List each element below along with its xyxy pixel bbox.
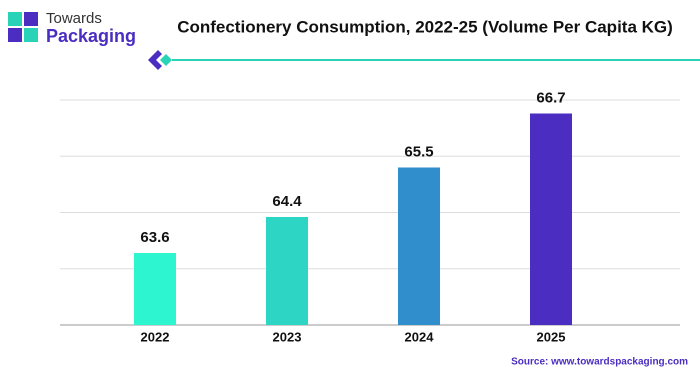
value-label: 63.6 — [140, 229, 169, 246]
bar — [530, 113, 572, 325]
logo-square — [24, 28, 38, 42]
diamond-icon — [148, 50, 162, 70]
value-label: 64.4 — [272, 193, 302, 210]
logo-square — [8, 28, 22, 42]
x-tick-label: 2025 — [537, 329, 566, 344]
x-tick-label: 2023 — [273, 329, 302, 344]
value-label: 66.7 — [536, 89, 565, 106]
diamond-icon — [160, 54, 172, 66]
logo-square — [24, 12, 38, 26]
x-tick-label: 2022 — [141, 329, 170, 344]
logo: Towards Packaging — [8, 10, 136, 46]
source-note: Source: www.towardspackaging.com — [511, 357, 688, 368]
bar — [266, 217, 308, 325]
title-decoration — [148, 50, 700, 70]
bar — [398, 167, 440, 325]
brand-line1: Towards — [46, 10, 102, 27]
value-label: 65.5 — [404, 143, 433, 160]
brand-line2: Packaging — [46, 26, 136, 46]
logo-square — [8, 12, 22, 26]
chart-title: Confectionery Consumption, 2022-25 (Volu… — [177, 17, 673, 36]
bar — [134, 253, 176, 325]
x-tick-label: 2024 — [405, 329, 435, 344]
